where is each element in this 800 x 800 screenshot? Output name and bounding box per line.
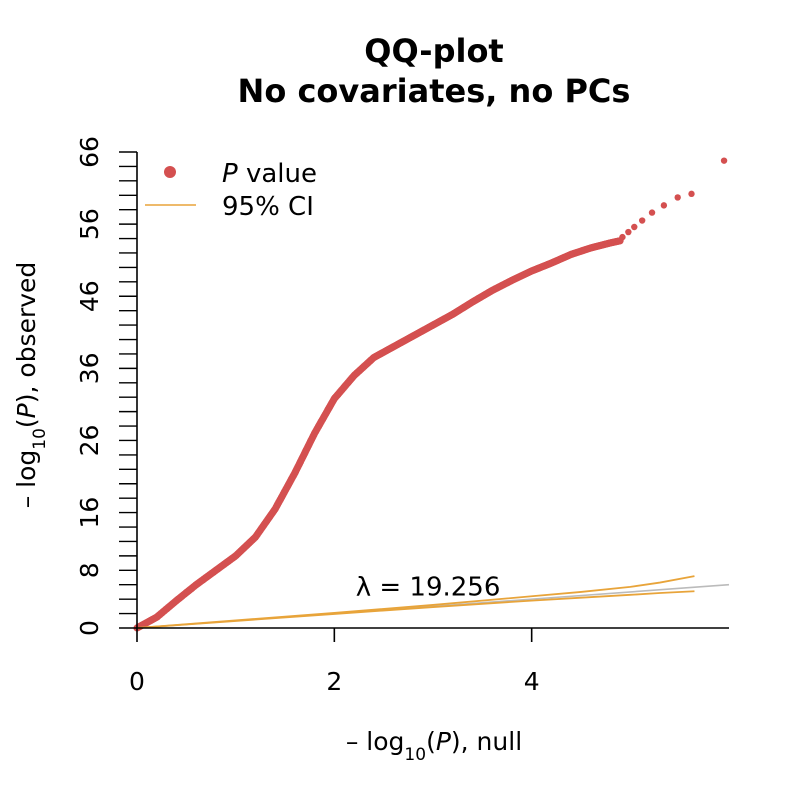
- observed-point: [638, 217, 646, 224]
- y-tick-label: 26: [75, 425, 104, 457]
- legend-point-swatch: [164, 166, 176, 178]
- y-axis-label-prefix: – log: [12, 450, 41, 509]
- x-axis-label-open: (: [426, 727, 436, 756]
- legend-label-pvalue-rest: value: [238, 159, 317, 189]
- x-tick-label: 4: [524, 667, 540, 696]
- x-axis-label-suffix: ), null: [451, 727, 522, 756]
- legend-label-pvalue-var: P: [222, 159, 238, 189]
- chart-title-line-2: No covariates, no PCs: [238, 72, 631, 110]
- axes-layer: 0 2 4 0 8 16 26 36 46 56 66: [75, 136, 729, 696]
- observed-point: [674, 194, 681, 201]
- observed-point: [619, 233, 626, 241]
- ci-lines-layer: [136, 575, 695, 629]
- observed-point: [648, 209, 656, 216]
- chart-title-line-1: QQ-plot: [364, 32, 503, 70]
- y-tick-label: 66: [75, 136, 104, 168]
- legend: P value 95% CI: [145, 159, 317, 222]
- x-tick-label: 0: [129, 667, 145, 696]
- y-tick-label: 0: [75, 620, 104, 636]
- y-tick-label: 36: [75, 352, 104, 384]
- lambda-annotation: λ = 19.256: [356, 573, 501, 603]
- y-axis-label-subscript: 10: [30, 428, 50, 450]
- x-tick-label: 2: [326, 667, 342, 696]
- observed-point: [660, 202, 668, 209]
- observed-point: [720, 157, 728, 164]
- observed-point: [631, 223, 638, 231]
- observed-point: [688, 190, 695, 198]
- legend-label-pvalue: P value: [222, 159, 317, 189]
- y-tick-label: 16: [75, 497, 104, 529]
- y-tick-label: 56: [75, 208, 104, 240]
- x-axis-label-subscript: 10: [404, 745, 426, 765]
- observed-point: [625, 228, 632, 236]
- y-axis-label-suffix: ), observed: [12, 262, 41, 404]
- y-axis-label-open: (: [12, 418, 41, 428]
- y-tick-label: 46: [75, 280, 104, 312]
- y-axis-label: – log10(P), observed: [12, 262, 50, 509]
- observed-points-layer: [133, 157, 728, 632]
- y-axis-label-variable: P: [12, 402, 41, 418]
- x-axis-label-variable: P: [436, 727, 452, 756]
- ci-lower-line: [136, 590, 695, 629]
- legend-label-ci: 95% CI: [222, 192, 314, 222]
- x-axis-label: – log10(P), null: [346, 727, 522, 765]
- y-tick-label: 8: [75, 562, 104, 578]
- x-axis-label-prefix: – log: [346, 727, 405, 756]
